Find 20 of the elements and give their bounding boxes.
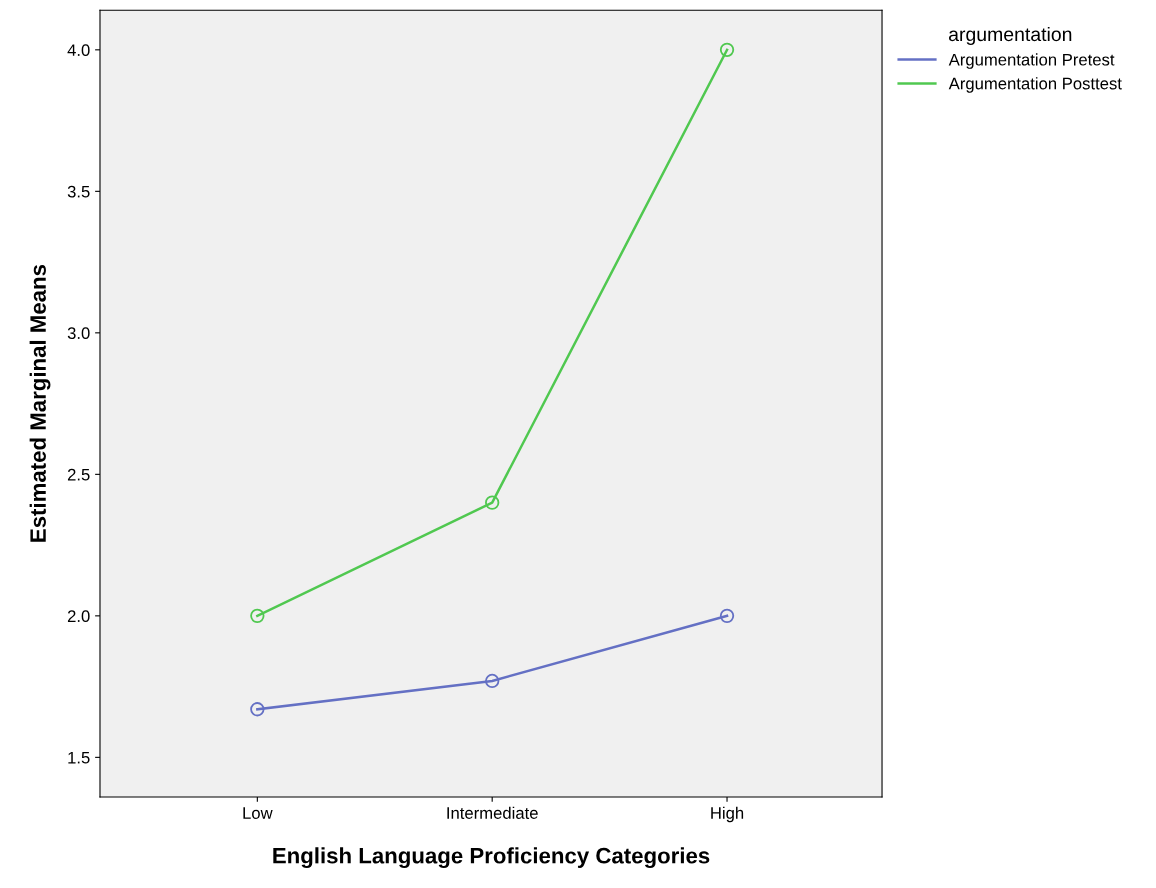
point <box>250 702 265 717</box>
point <box>719 42 735 57</box>
legend-title: argumentation <box>948 26 1072 45</box>
y-axis-title: Estimated Marginal Means <box>29 264 51 542</box>
point <box>485 495 500 510</box>
x-tick-label: Intermediate <box>447 806 538 819</box>
y-tick-label: 4.0 <box>67 44 90 57</box>
x-tick-label: Low <box>243 807 273 819</box>
x-tick-label: High <box>711 806 744 823</box>
y-tick-label: 3.0 <box>67 327 90 340</box>
legend-label: Argumentation Pretest <box>948 53 1115 69</box>
point <box>719 608 735 624</box>
y-tick-label: 1.5 <box>68 751 90 764</box>
legend-label: Argumentation Posttest <box>948 77 1122 93</box>
x-axis-title: English Language Proficiency Categories <box>273 847 710 869</box>
y-tick-label: 2.0 <box>67 610 90 623</box>
y-tick-label: 2.5 <box>67 468 90 481</box>
point <box>250 608 265 624</box>
point <box>485 673 500 689</box>
y-tick-label: 3.5 <box>67 185 90 198</box>
